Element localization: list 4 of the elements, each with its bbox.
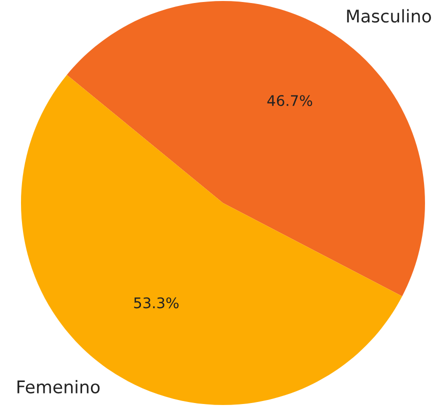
slice-label: Masculino bbox=[347, 9, 431, 23]
data-label: 46.7% bbox=[267, 95, 312, 106]
data-label: 53.3% bbox=[134, 297, 179, 308]
slice-label: Femenino bbox=[18, 380, 100, 394]
